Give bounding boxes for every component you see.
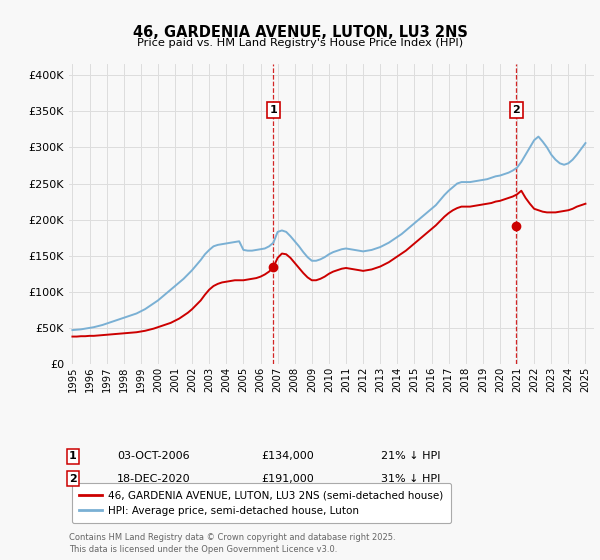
Text: £134,000: £134,000 — [261, 451, 314, 461]
Text: 2: 2 — [512, 105, 520, 115]
Text: £191,000: £191,000 — [261, 474, 314, 484]
Text: 31% ↓ HPI: 31% ↓ HPI — [381, 474, 440, 484]
Text: 18-DEC-2020: 18-DEC-2020 — [117, 474, 191, 484]
Text: Contains HM Land Registry data © Crown copyright and database right 2025.
This d: Contains HM Land Registry data © Crown c… — [69, 533, 395, 554]
Text: Price paid vs. HM Land Registry's House Price Index (HPI): Price paid vs. HM Land Registry's House … — [137, 38, 463, 48]
Text: 21% ↓ HPI: 21% ↓ HPI — [381, 451, 440, 461]
Text: 03-OCT-2006: 03-OCT-2006 — [117, 451, 190, 461]
Legend: 46, GARDENIA AVENUE, LUTON, LU3 2NS (semi-detached house), HPI: Average price, s: 46, GARDENIA AVENUE, LUTON, LU3 2NS (sem… — [71, 483, 451, 524]
Text: 2: 2 — [69, 474, 77, 484]
Text: 1: 1 — [269, 105, 277, 115]
Text: 1: 1 — [69, 451, 77, 461]
Text: 46, GARDENIA AVENUE, LUTON, LU3 2NS: 46, GARDENIA AVENUE, LUTON, LU3 2NS — [133, 25, 467, 40]
